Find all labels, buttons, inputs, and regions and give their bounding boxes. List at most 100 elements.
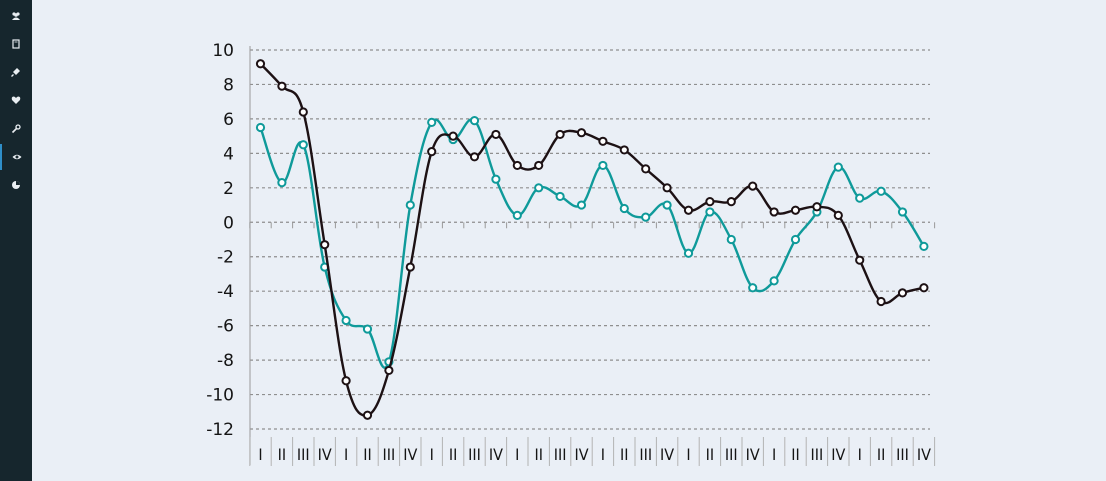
series-2-point xyxy=(576,128,587,138)
series-2-point xyxy=(876,296,886,307)
x-tick-label: IV xyxy=(574,445,588,464)
x-tick-label: III xyxy=(725,445,738,464)
series-2-point xyxy=(469,152,480,162)
wrench-icon xyxy=(11,124,21,134)
series-1-point xyxy=(748,283,758,293)
series-1-point xyxy=(919,241,929,251)
sidebar-item-heartbeat[interactable] xyxy=(0,87,32,113)
series-1-point xyxy=(876,186,886,196)
series-2-point xyxy=(277,81,287,91)
series-1-point xyxy=(662,200,672,210)
x-tick-label: I xyxy=(258,445,262,464)
x-tick-label: II xyxy=(363,445,371,464)
series-2-point xyxy=(855,255,865,265)
series-2-point xyxy=(491,129,501,140)
series-2-point xyxy=(897,288,908,298)
series-1-point xyxy=(726,234,736,245)
series-1-point xyxy=(512,210,522,220)
series-1-line xyxy=(259,118,925,369)
series-1-point xyxy=(534,183,544,193)
series-1-point xyxy=(598,160,608,171)
x-tick-label: III xyxy=(896,445,909,464)
series-2-point xyxy=(598,136,608,146)
y-tick-label: 6 xyxy=(223,110,234,130)
series-1-point xyxy=(405,200,415,210)
sidebar-item-plug[interactable] xyxy=(0,59,32,85)
book-icon xyxy=(11,39,21,49)
series-2-point xyxy=(833,210,843,220)
series-2-point xyxy=(641,164,651,174)
series-1-point xyxy=(362,324,373,334)
x-tick-label: IV xyxy=(831,445,845,464)
y-tick-label: -12 xyxy=(206,420,234,440)
series-2-point xyxy=(662,183,672,193)
series-1-point xyxy=(705,207,715,217)
x-tick-label: II xyxy=(278,445,286,464)
y-tick-label: -10 xyxy=(206,386,234,406)
series-2-point xyxy=(255,59,266,69)
x-tick-label: II xyxy=(620,445,628,464)
x-tick-label: I xyxy=(601,445,605,464)
x-tick-label: II xyxy=(877,445,885,464)
y-tick-label: 4 xyxy=(223,144,234,164)
series-2-point xyxy=(427,147,437,157)
x-tick-label: I xyxy=(515,445,519,464)
x-tick-label: II xyxy=(449,445,457,464)
sidebar-item-wrench[interactable] xyxy=(0,116,32,142)
x-tick-label: III xyxy=(639,445,652,464)
series-2-point xyxy=(683,205,694,215)
sidebar-item-pie-chart[interactable] xyxy=(0,172,32,198)
series-1-point xyxy=(277,178,287,188)
pie-chart-icon xyxy=(11,180,21,190)
sidebar-item-eye[interactable] xyxy=(0,144,32,170)
x-tick-label: I xyxy=(344,445,348,464)
x-tick-label: III xyxy=(811,445,824,464)
x-tick-label: I xyxy=(772,445,776,464)
sidebar xyxy=(0,0,32,481)
series-2-point xyxy=(362,410,373,420)
eye-icon xyxy=(12,152,22,162)
series-2-point xyxy=(298,107,308,117)
series-2-point xyxy=(320,240,330,250)
series-1-point xyxy=(855,193,865,203)
series-1-point xyxy=(641,212,651,222)
x-tick-label: IV xyxy=(917,445,931,464)
series-2-point xyxy=(619,145,629,155)
heartbeat-icon xyxy=(11,95,21,105)
series-2-point xyxy=(341,376,351,386)
sidebar-item-users[interactable] xyxy=(0,3,32,29)
series-2-point xyxy=(769,207,779,217)
series-2-point xyxy=(705,197,715,207)
series-1-point xyxy=(769,276,779,286)
y-tick-label: -8 xyxy=(217,351,234,371)
users-icon xyxy=(11,11,21,21)
series-2-point xyxy=(512,160,522,171)
x-tick-label: III xyxy=(554,445,567,464)
series-2-point xyxy=(555,129,565,140)
series-1-point xyxy=(897,207,908,217)
series-1-point xyxy=(491,174,501,184)
series-2-point xyxy=(919,283,929,293)
x-tick-label: III xyxy=(383,445,396,464)
x-tick-label: II xyxy=(791,445,799,464)
y-tick-label: -2 xyxy=(217,248,234,268)
y-tick-label: 0 xyxy=(223,213,234,233)
series-1-point xyxy=(469,116,480,126)
x-tick-label: IV xyxy=(660,445,674,464)
series-1-point xyxy=(576,200,587,210)
series-2-point xyxy=(384,365,394,376)
series-2-point xyxy=(748,181,758,191)
x-tick-label: II xyxy=(534,445,542,464)
series-1-point xyxy=(341,315,351,326)
sidebar-item-book[interactable] xyxy=(0,31,32,57)
x-tick-label: IV xyxy=(403,445,417,464)
series-1-point xyxy=(683,248,694,258)
chart-area: 10 8 6 4 2 0 -2 -4 -6 -8 -10 -12 I II III IV I II III IV I II… xyxy=(32,0,1106,481)
series-2-point xyxy=(534,160,544,171)
series-1-point xyxy=(555,191,565,202)
series-1-point xyxy=(790,234,801,245)
series-2-point xyxy=(790,205,801,215)
series-1-point xyxy=(427,117,437,127)
x-tick-label: IV xyxy=(746,445,760,464)
